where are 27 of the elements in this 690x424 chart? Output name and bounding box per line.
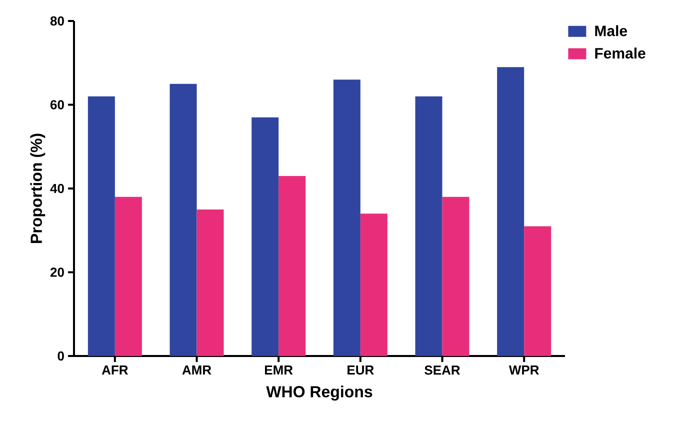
x-tick-label: WPR — [508, 366, 539, 374]
bar — [360, 214, 388, 356]
bar — [170, 84, 197, 356]
y-tick-label: 40 — [50, 184, 64, 194]
y-tick-label: 60 — [50, 100, 64, 110]
bar — [252, 117, 279, 356]
x-axis-title: WHO Regions — [266, 386, 372, 401]
y-tick-label: 0 — [58, 351, 64, 361]
x-tick-label: AMR — [182, 366, 212, 374]
x-tick-label: EMR — [265, 366, 293, 374]
legend-label: Male — [595, 25, 628, 36]
x-tick-label: SEAR — [424, 366, 460, 375]
y-tick-label: 80 — [50, 16, 64, 26]
x-tick-label: AFR — [102, 366, 128, 374]
bar — [196, 209, 224, 356]
x-tick-label: EUR — [348, 366, 374, 375]
bar — [497, 67, 524, 356]
bar — [415, 96, 442, 356]
y-axis-title: Proportion (%) — [30, 134, 46, 243]
bar — [333, 80, 360, 356]
bar — [114, 196, 142, 356]
bar — [524, 226, 552, 356]
bar — [88, 96, 115, 356]
bar — [442, 196, 470, 356]
y-tick-label: 20 — [50, 268, 64, 277]
legend-label: Female — [595, 48, 646, 59]
bar — [278, 176, 306, 356]
